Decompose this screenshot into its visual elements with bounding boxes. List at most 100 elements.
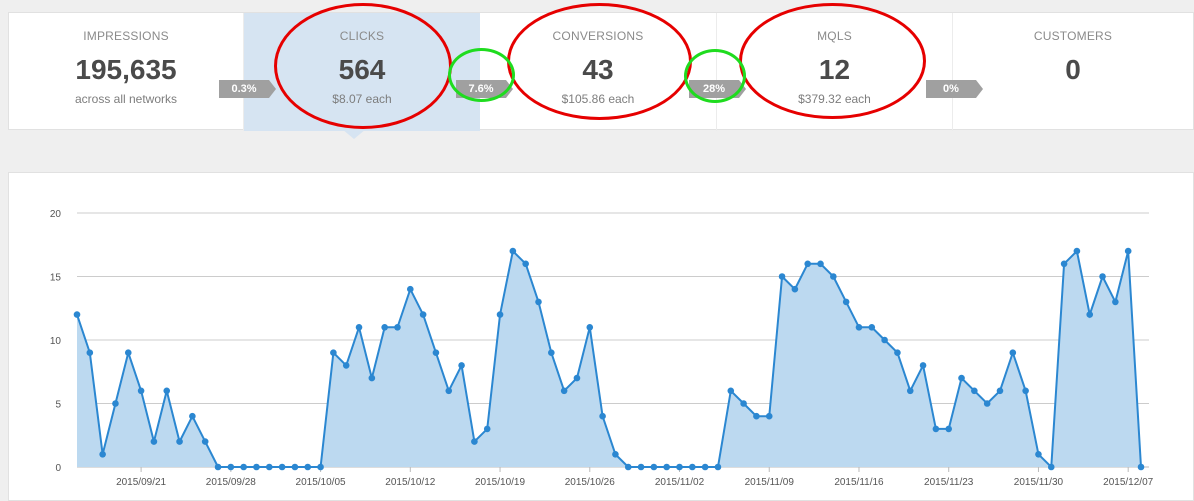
data-point <box>573 374 581 382</box>
x-tick-label: 2015/10/12 <box>385 477 435 488</box>
data-point <box>253 463 260 471</box>
data-point <box>176 438 183 445</box>
data-point <box>1022 387 1029 395</box>
data-point <box>189 412 196 420</box>
data-point <box>919 362 927 369</box>
data-point <box>278 463 286 471</box>
data-point <box>817 260 824 268</box>
stage-value: 195,635 <box>75 54 177 85</box>
data-point <box>830 273 837 280</box>
data-point <box>496 311 504 318</box>
data-point <box>214 463 222 471</box>
data-point <box>471 438 478 445</box>
data-point <box>881 336 888 344</box>
stage-label: CUSTOMERS <box>1033 29 1113 43</box>
data-point <box>791 285 799 293</box>
data-point <box>753 412 760 420</box>
data-point <box>342 362 350 369</box>
data-point <box>432 349 440 356</box>
area-fill <box>77 251 1141 467</box>
data-point <box>983 400 991 407</box>
data-point <box>458 362 465 369</box>
data-point <box>1009 349 1017 356</box>
stage-label: IMPRESSIONS <box>83 29 169 43</box>
data-point <box>381 324 388 331</box>
data-point <box>150 438 158 445</box>
x-tick-label: 2015/11/23 <box>924 477 974 488</box>
data-point <box>1073 247 1081 255</box>
data-point <box>612 451 619 458</box>
y-tick-label: 0 <box>55 463 61 474</box>
data-point <box>419 311 427 318</box>
data-point <box>99 451 106 458</box>
data-point <box>1060 260 1068 268</box>
y-tick-label: 15 <box>50 273 62 284</box>
data-point <box>804 260 811 268</box>
data-point <box>124 349 132 356</box>
green-highlight-ring-rate <box>684 49 746 103</box>
data-point <box>86 349 94 356</box>
x-tick-label: 2015/10/05 <box>296 477 346 488</box>
active-stage-pointer <box>342 129 366 139</box>
data-point <box>996 387 1004 395</box>
data-point <box>689 463 696 471</box>
y-tick-label: 20 <box>50 209 62 220</box>
data-point <box>522 260 529 268</box>
y-tick-label: 5 <box>55 400 61 411</box>
data-point <box>740 400 747 407</box>
data-point <box>548 349 555 356</box>
x-tick-label: 2015/12/07 <box>1103 477 1153 488</box>
data-point <box>483 425 491 433</box>
data-point <box>958 374 965 382</box>
data-point <box>355 324 363 331</box>
rate-mqls-to-customers: 0% <box>926 80 983 98</box>
data-point <box>407 285 414 293</box>
data-point <box>265 463 273 471</box>
data-point <box>855 324 863 331</box>
data-point <box>240 463 247 471</box>
x-tick-label: 2015/09/21 <box>116 477 166 488</box>
clicks-area-chart: 0 5 10 15 20 2015/09/21 2015/09/28 2015/10/05 20… <box>50 209 1154 488</box>
data-point <box>1099 273 1106 280</box>
data-point <box>894 349 901 356</box>
data-point <box>304 463 312 471</box>
data-point <box>201 438 209 445</box>
x-tick-label: 2015/11/02 <box>655 477 705 488</box>
data-point <box>765 412 773 420</box>
data-point <box>1124 247 1132 255</box>
data-point <box>932 425 940 433</box>
x-tick-label: 2015/11/16 <box>834 477 884 488</box>
data-point <box>778 273 786 280</box>
x-tick-label: 2015/11/30 <box>1014 477 1064 488</box>
data-point <box>1035 451 1042 458</box>
chart-panel: 0 5 10 15 20 2015/09/21 2015/09/28 2015/10/05 20… <box>8 172 1194 501</box>
stage-customers[interactable]: CUSTOMERS 0 <box>953 13 1193 131</box>
red-highlight-ring-conversions <box>507 3 692 120</box>
data-point <box>727 387 735 395</box>
data-point <box>1047 463 1055 471</box>
data-point <box>714 463 722 471</box>
data-point <box>637 463 645 471</box>
data-point <box>842 298 850 306</box>
data-point <box>291 463 299 471</box>
data-point <box>163 387 171 395</box>
data-point <box>624 463 632 471</box>
data-point <box>368 374 376 382</box>
data-point <box>317 463 324 471</box>
data-point <box>560 387 568 395</box>
data-point <box>509 247 517 255</box>
stage-impressions[interactable]: IMPRESSIONS 195,635 across all networks <box>9 13 244 131</box>
data-point <box>73 311 81 318</box>
data-point <box>586 324 594 331</box>
red-highlight-ring-clicks <box>274 3 452 129</box>
data-point <box>701 463 709 471</box>
data-point <box>971 387 978 395</box>
data-point <box>663 463 670 471</box>
data-point <box>112 400 119 407</box>
data-point <box>906 387 914 395</box>
x-tick-label: 2015/09/28 <box>206 477 256 488</box>
data-point <box>394 324 401 331</box>
data-point <box>137 387 145 395</box>
data-point <box>227 463 235 471</box>
x-tick-label: 2015/11/09 <box>745 477 795 488</box>
